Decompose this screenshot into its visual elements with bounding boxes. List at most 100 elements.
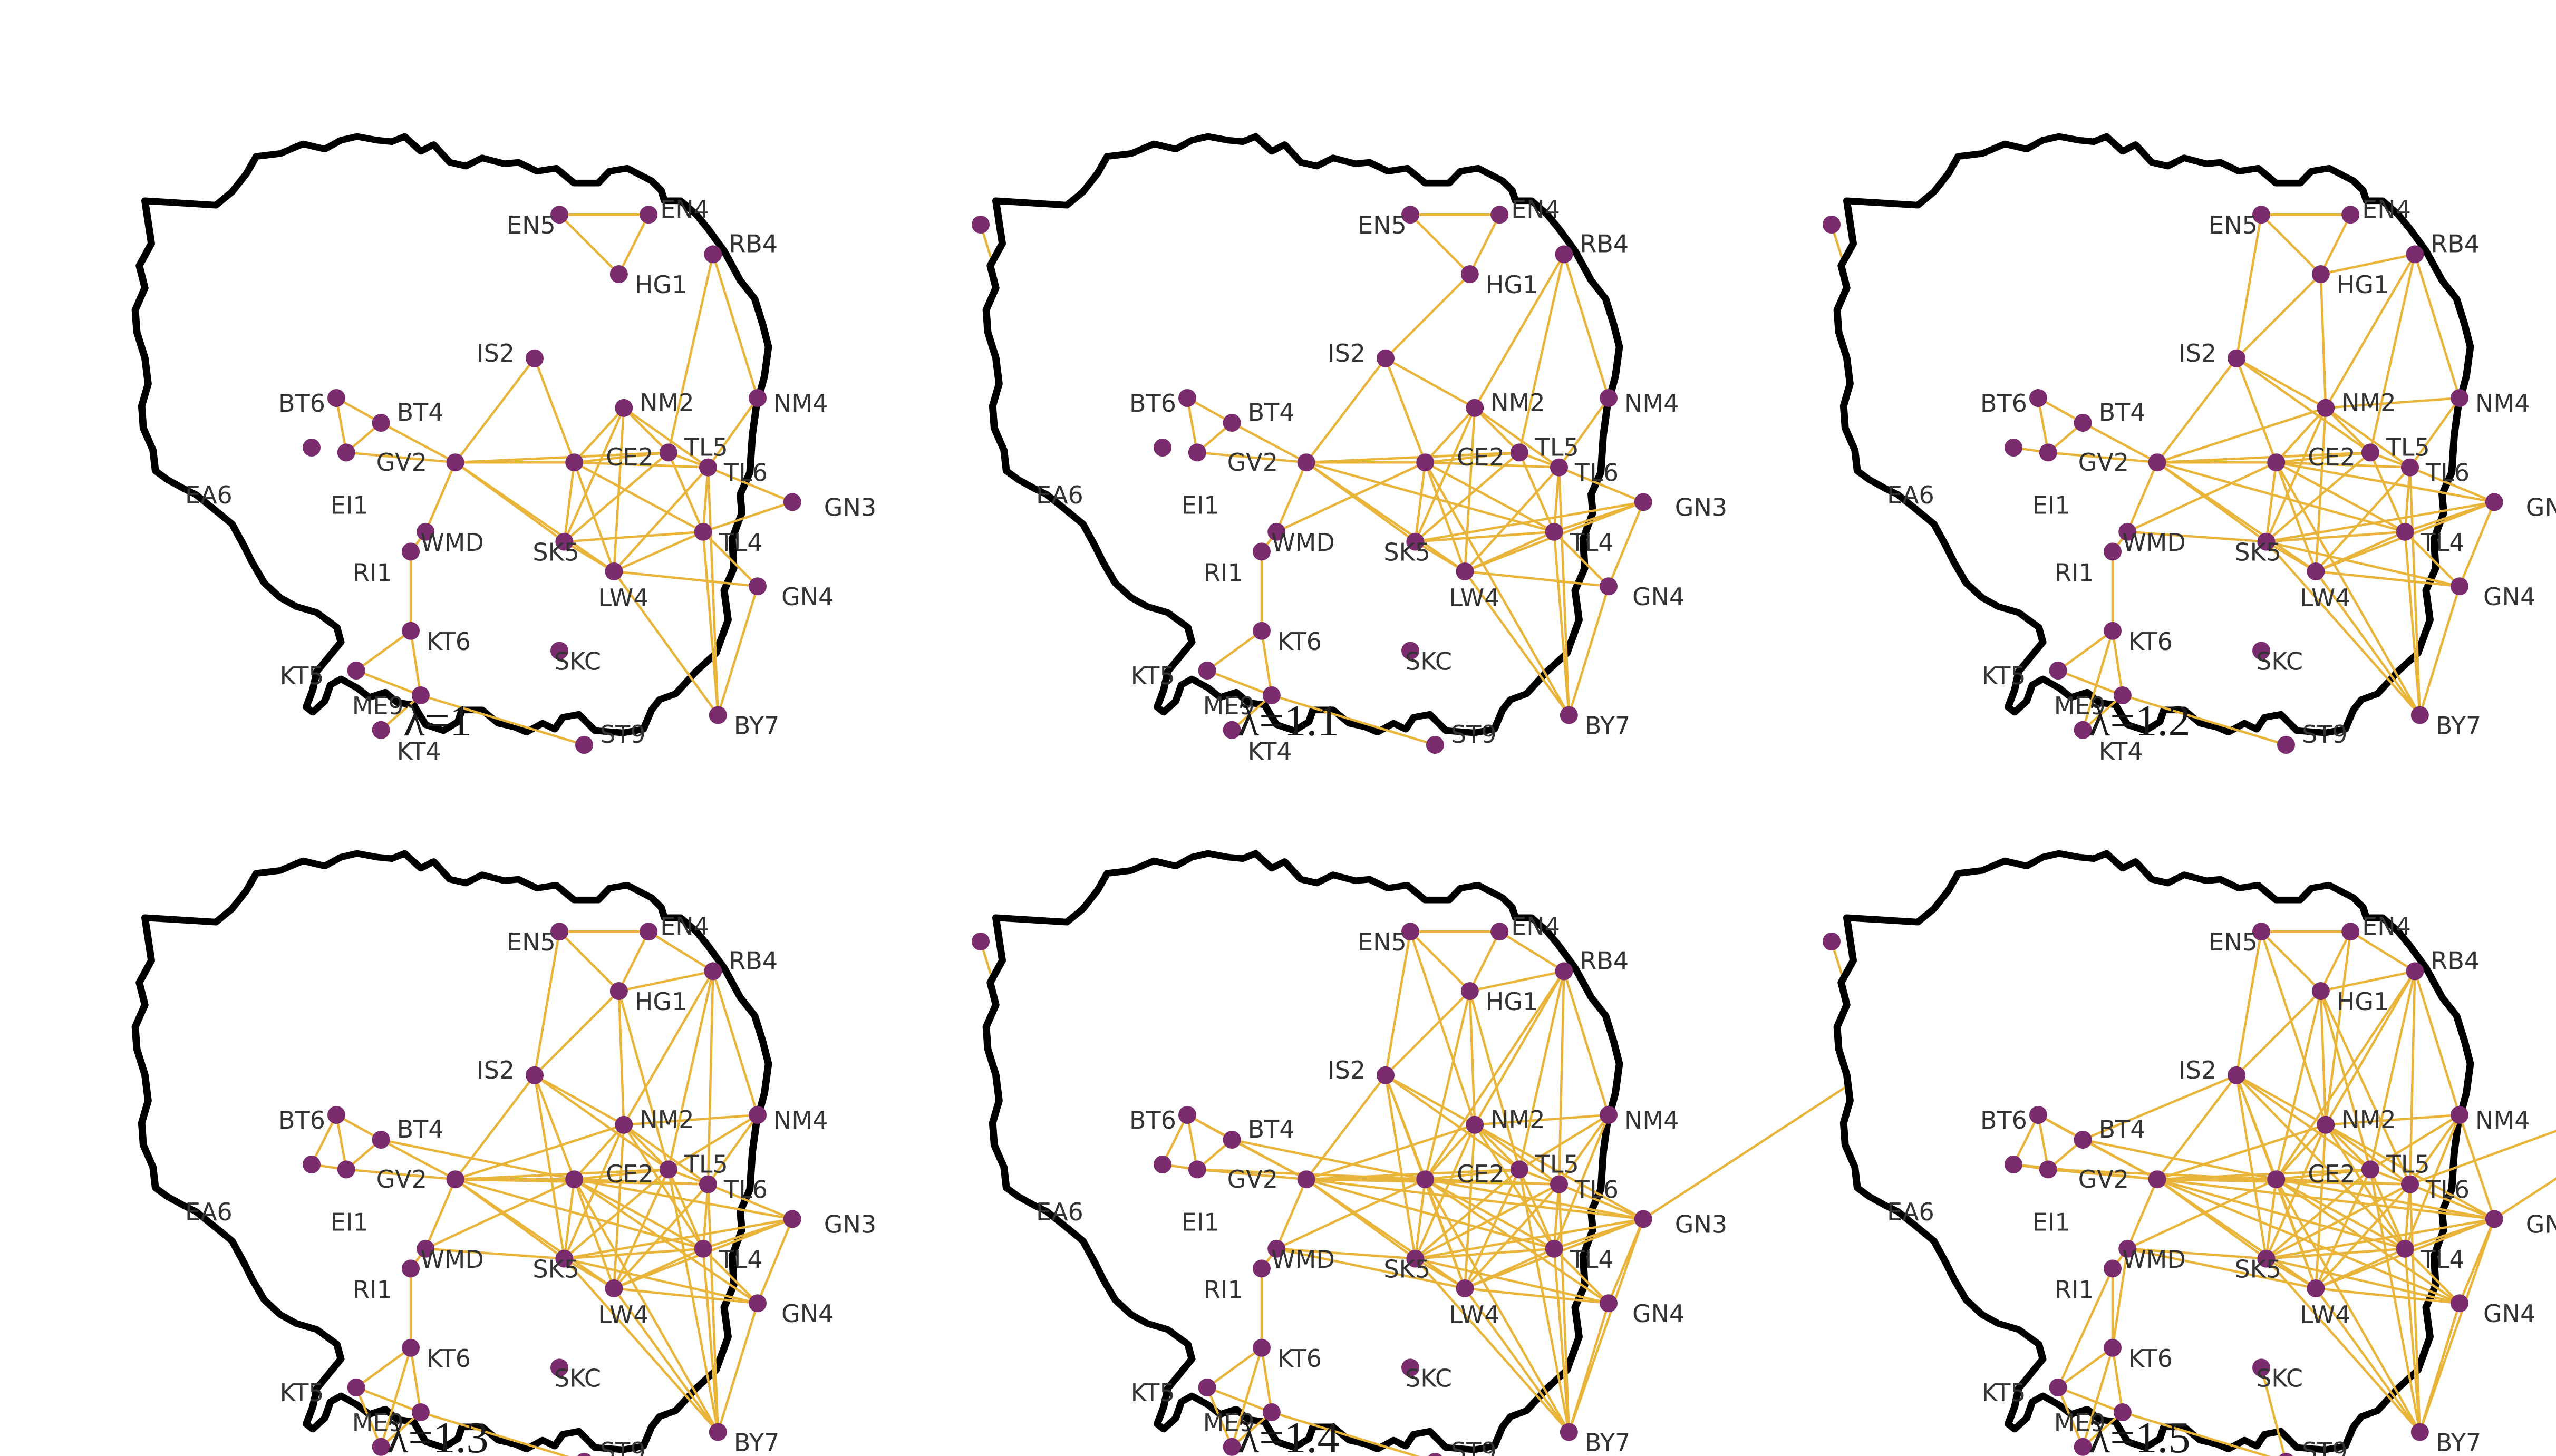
network-edge [2235, 357, 2371, 454]
network-node [1297, 453, 1315, 472]
network-node [411, 686, 430, 704]
network-node [2279, 1453, 2293, 1456]
network-node [1510, 1160, 1528, 1179]
network-node [2311, 982, 2330, 1000]
network-node [2307, 562, 2325, 580]
network-edge [613, 1183, 709, 1289]
network-edge [1305, 1123, 1475, 1181]
network-node [2485, 493, 2503, 511]
network-node [2074, 414, 2092, 432]
network-edge [2156, 357, 2238, 463]
network-edge [534, 1074, 625, 1126]
network-edge [2319, 991, 2371, 1170]
network-edge [2409, 1114, 2461, 1185]
network-node [1253, 1338, 1271, 1357]
network-edge [2369, 1169, 2422, 1433]
network-edge [1206, 1346, 1263, 1389]
network-node [1456, 1279, 1474, 1297]
panel-caption: λ=1.2 [2088, 696, 2190, 745]
network-edge [2081, 630, 2114, 731]
network-node [694, 1239, 712, 1258]
node-label: NM4 [2475, 1106, 2530, 1134]
network-edge [1557, 1184, 1571, 1432]
network-edge [2315, 1169, 2371, 1289]
network-edge [2404, 1248, 2461, 1304]
network-edge [2157, 451, 2370, 464]
node-label: NM2 [640, 389, 694, 417]
network-node [337, 1160, 355, 1179]
network-edge [1415, 1257, 1609, 1305]
node-label: TL6 [2425, 1176, 2470, 1204]
network-edge [2156, 1123, 2326, 1181]
network-node [2104, 622, 2122, 640]
network-node [2267, 1170, 2286, 1189]
network-edge [1306, 451, 1519, 464]
network-edge [2126, 462, 2158, 532]
network-edge [2409, 466, 2495, 503]
node-label: CE2 [1457, 443, 1504, 471]
node-label: BY7 [2436, 712, 2481, 740]
network-node [550, 1358, 568, 1377]
network-edge [454, 1178, 615, 1289]
network-edge [2369, 254, 2416, 453]
node-label: ME9 [352, 1409, 404, 1437]
network-edge [2127, 1247, 2316, 1290]
node-label: CE2 [606, 443, 653, 471]
network-edge [1474, 1124, 1521, 1170]
network-edge [558, 213, 620, 275]
network-edge [2048, 451, 2157, 464]
network-edge [623, 970, 714, 1125]
network-edge [2122, 694, 2287, 746]
network-panel: EN5EN4HG1RB4HV3HV1IS2NM2NM4BT6BT4EA6EI1G… [986, 137, 1931, 765]
node-label: KT5 [1131, 662, 1175, 690]
network-edge [1276, 1247, 1416, 1260]
network-node [2252, 206, 2270, 224]
panel-caption: λ=1.5 [2088, 1413, 2190, 1456]
network-node [402, 542, 420, 561]
node-label: ST9 [1451, 720, 1497, 749]
network-edge [2265, 1124, 2327, 1259]
network-edge [380, 422, 456, 464]
node-label: KT4 [1248, 1454, 1292, 1456]
network-edge [2319, 214, 2352, 275]
network-edge [2037, 397, 2050, 453]
network-edge [1464, 1124, 1476, 1289]
panel-caption: λ=1 [403, 696, 472, 745]
network-edge [1231, 422, 1307, 464]
node-label: ST9 [1451, 1437, 1497, 1456]
network-edge [2127, 461, 2277, 533]
network-edge [1206, 669, 1272, 697]
network-node [347, 1379, 365, 1396]
network-node [1223, 721, 1241, 739]
node-label: EI1 [1182, 1208, 1219, 1236]
network-node [2148, 453, 2166, 472]
node-label: TL4 [719, 1245, 763, 1274]
panel-caption: λ=1.4 [1237, 1413, 1339, 1456]
network-edge [563, 1258, 719, 1433]
node-label: GN4 [781, 1299, 834, 1328]
node-group: EN5EN4HG1RB4HV3HV1IS2NM2NM4BT6BT4EA6EI1G… [1887, 912, 2556, 1456]
network-edge [2235, 990, 2322, 1076]
node-label: BT4 [397, 1115, 444, 1143]
network-node [1267, 1239, 1286, 1258]
network-node [1634, 1210, 1652, 1228]
network-edge [1305, 461, 1466, 572]
network-edge [1464, 407, 1476, 572]
node-label: KT5 [280, 662, 324, 690]
network-edge [2414, 254, 2461, 399]
network-edge [534, 1074, 670, 1171]
network-edge [667, 1169, 720, 1433]
network-edge [2325, 406, 2411, 469]
network-edge [702, 1248, 759, 1304]
network-edge [533, 931, 561, 1076]
network-edge [1469, 970, 1564, 993]
network-edge [702, 1184, 710, 1249]
network-node [372, 721, 390, 739]
network-edge [2111, 1347, 2124, 1413]
node-label: SK5 [2234, 538, 2281, 567]
network-edge [2276, 461, 2495, 503]
network-node [1823, 933, 1841, 950]
network-edge [1553, 531, 1571, 715]
network-edge [355, 1387, 382, 1448]
node-label: LW4 [2300, 584, 2350, 612]
